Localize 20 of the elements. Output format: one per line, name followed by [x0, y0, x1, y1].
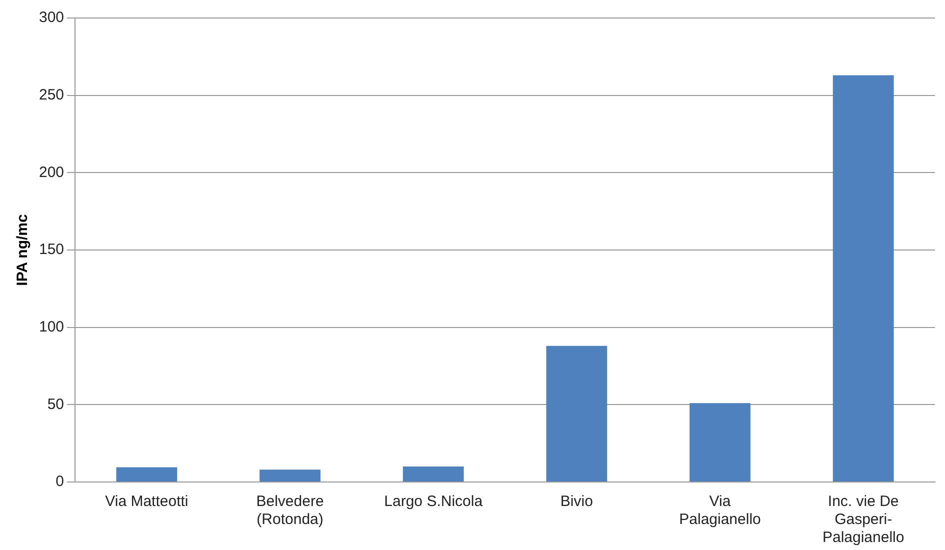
- bar: [832, 75, 894, 482]
- y-tick-label: 50: [47, 396, 64, 413]
- bar: [116, 467, 178, 482]
- y-tick-label: 0: [56, 473, 64, 490]
- bar: [546, 346, 608, 482]
- y-tick-label: 250: [38, 86, 64, 104]
- x-tick-label: Via Palagianello: [679, 493, 761, 528]
- y-tick-label: 300: [38, 9, 64, 26]
- y-tick-label: 200: [38, 164, 64, 181]
- bar: [690, 403, 750, 482]
- bar: [260, 470, 320, 482]
- y-tick-label: 150: [38, 241, 64, 258]
- x-tick-label: Belvedere (Rotonda): [256, 493, 324, 528]
- x-tick-label: Largo S.Nicola: [384, 493, 484, 510]
- x-tick-label: Inc. vie De Gasperi-Palagianello: [822, 493, 904, 546]
- bar: [402, 466, 464, 482]
- y-axis-title: IPA ng/mc: [14, 214, 32, 286]
- x-tick-label: Via Matteotti: [105, 493, 188, 510]
- x-tick-label: Bivio: [560, 493, 593, 510]
- y-tick-label: 100: [38, 318, 64, 336]
